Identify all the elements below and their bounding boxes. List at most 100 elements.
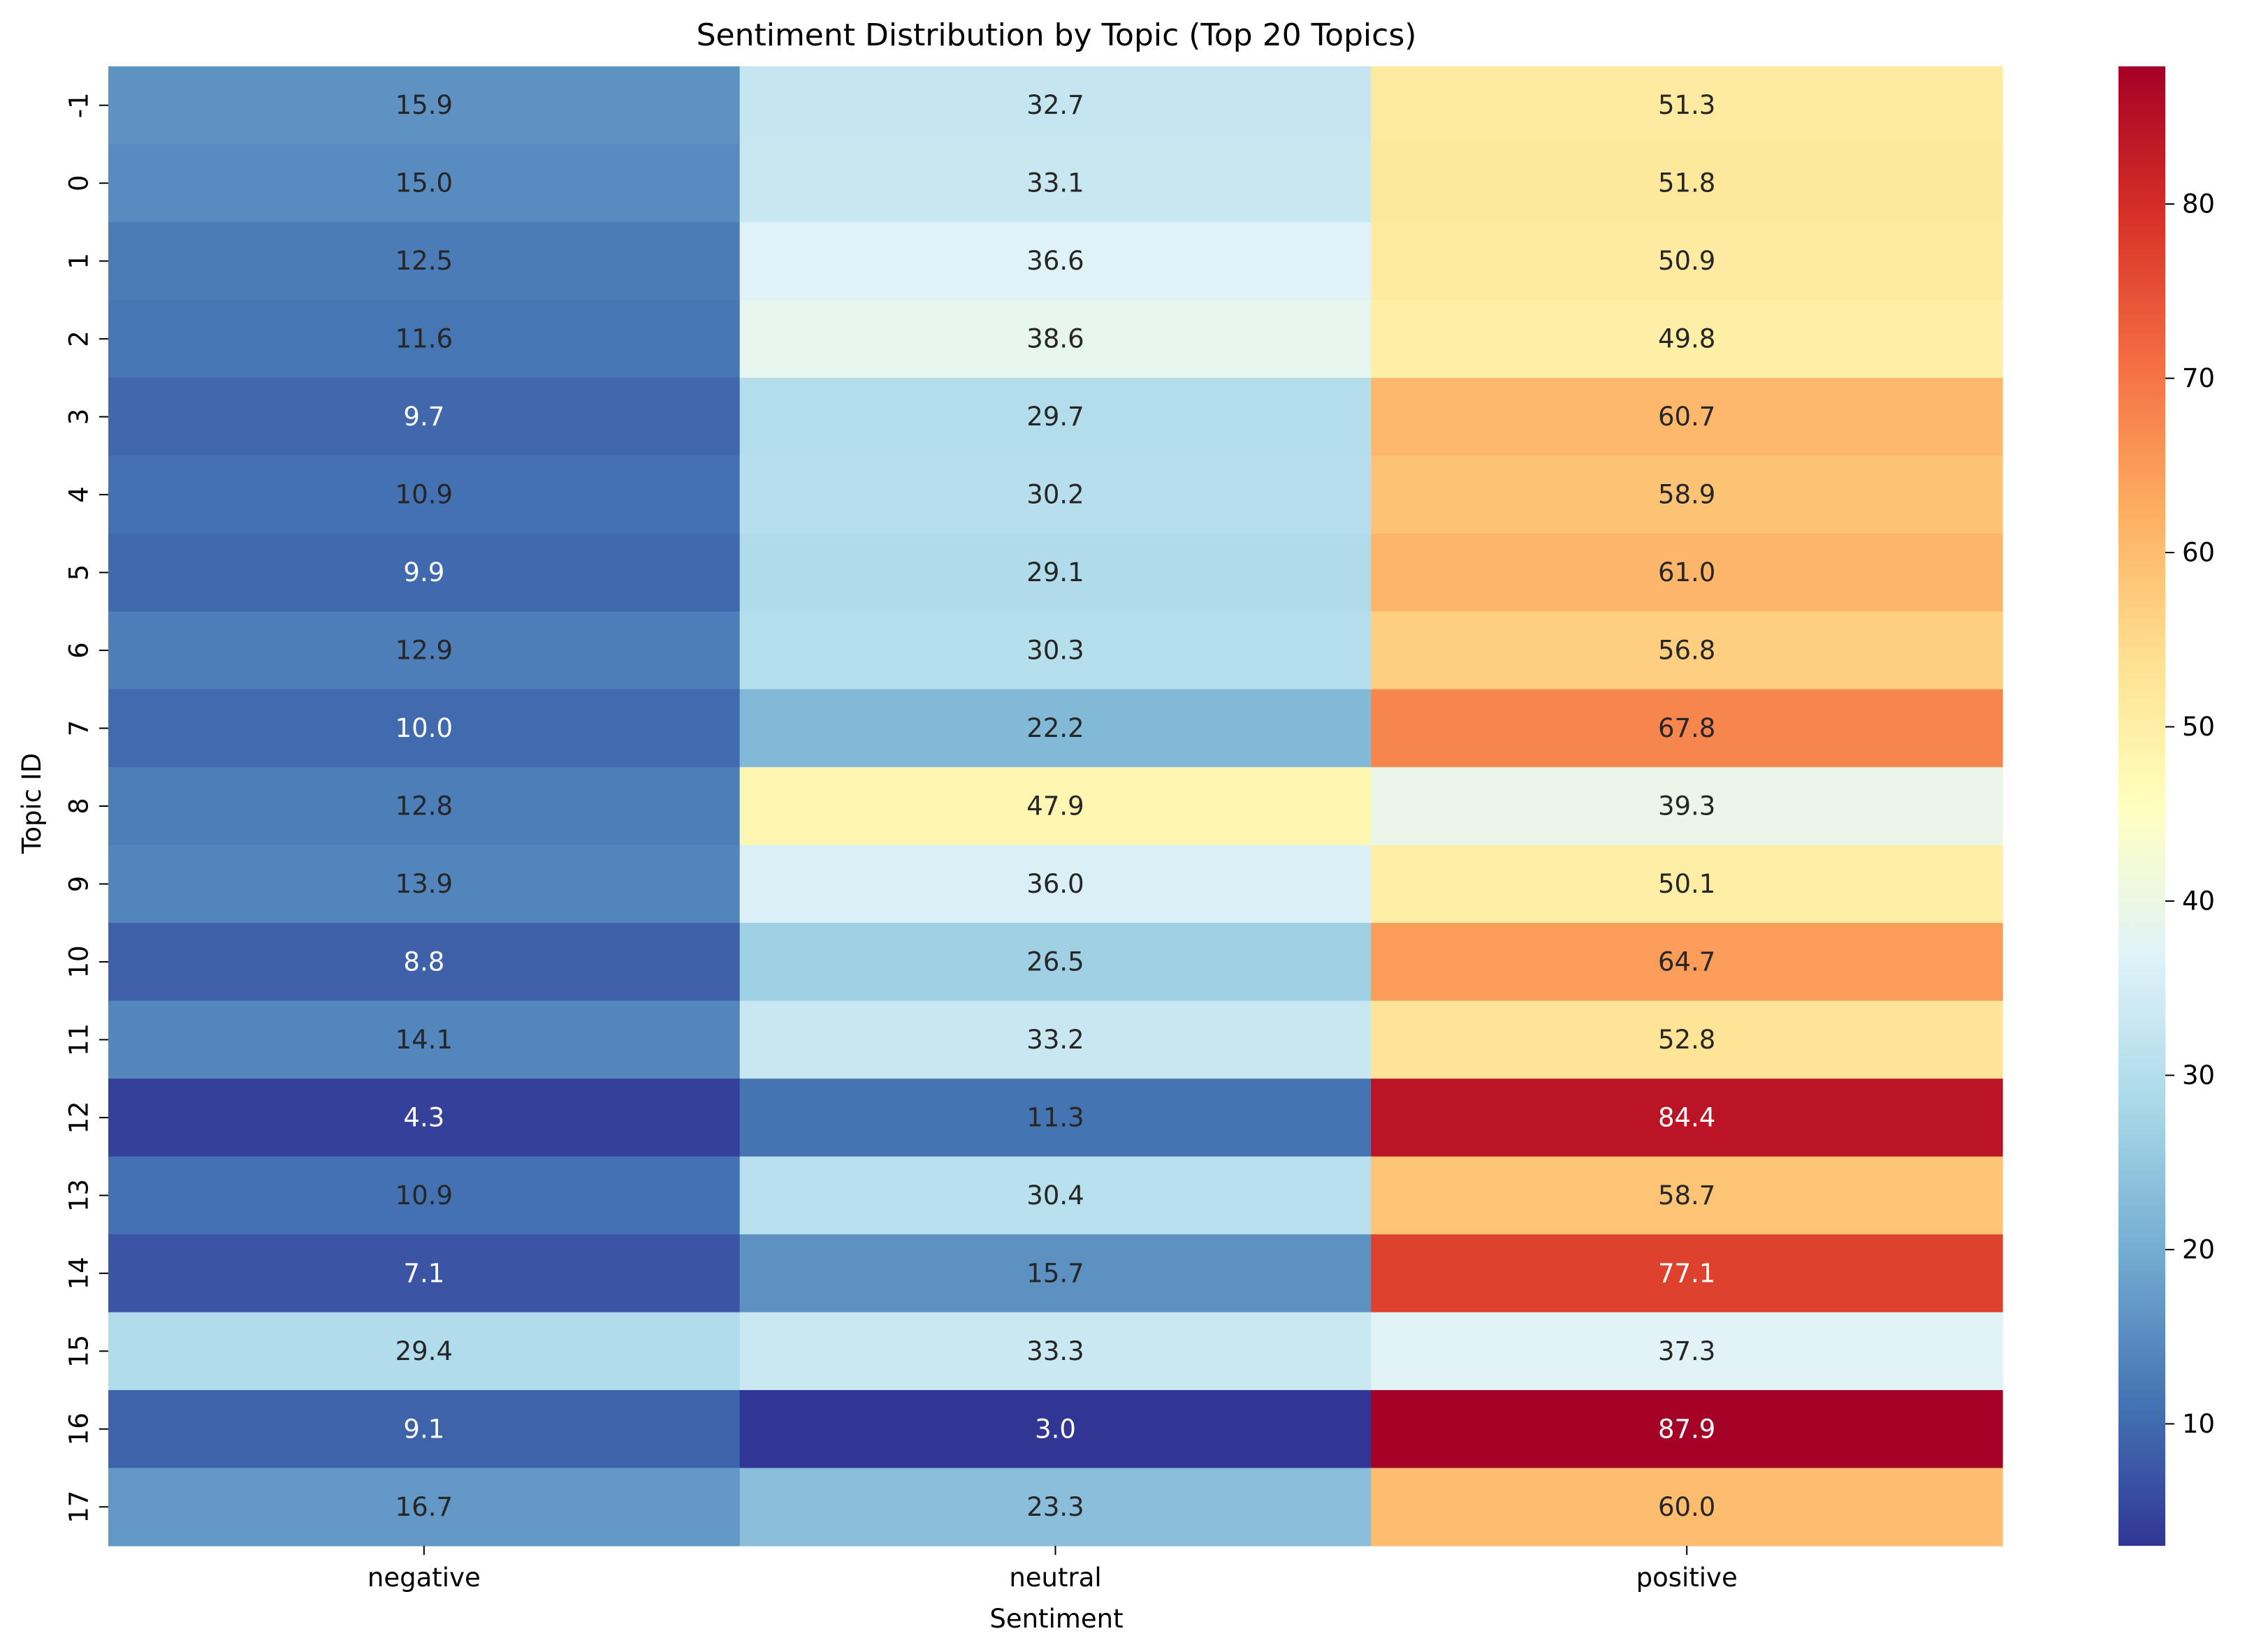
y-tick-label: 4 [64, 486, 94, 503]
y-tick-label: 14 [64, 1257, 94, 1289]
cell-value-label: 50.1 [1658, 869, 1715, 899]
cell-value-label: 33.3 [1026, 1336, 1084, 1366]
heatmap-cell [108, 923, 741, 1002]
y-tick-label: 15 [64, 1335, 94, 1368]
x-axis-label: Sentiment [989, 1604, 1123, 1634]
cell-value-label: 29.7 [1026, 402, 1084, 432]
colorbar-tick-label: 80 [2182, 189, 2215, 219]
heatmap-cell [108, 611, 741, 690]
cell-value-label: 61.0 [1658, 557, 1715, 587]
cell-value-label: 51.8 [1658, 168, 1715, 198]
y-tick-label: -1 [64, 92, 94, 118]
cell-value-label: 33.1 [1026, 168, 1084, 198]
heatmap-cell [1371, 300, 2003, 379]
heatmap-cell [739, 1156, 1372, 1235]
y-tick-label: 3 [64, 409, 94, 425]
colorbar-gradient [2118, 66, 2165, 1546]
y-tick-label: 16 [64, 1412, 94, 1445]
cell-value-label: 50.9 [1658, 246, 1715, 276]
x-tick-label: negative [368, 1563, 481, 1593]
y-tick-label: 13 [64, 1179, 94, 1212]
cell-value-label: 64.7 [1658, 946, 1715, 977]
cell-value-label: 12.9 [395, 636, 453, 666]
x-tick-label: neutral [1009, 1563, 1101, 1593]
heatmap-cell [108, 300, 741, 379]
y-tick-label: 0 [64, 175, 94, 191]
heatmap-cell [108, 66, 741, 145]
x-axis-ticks: negative neutral positive [368, 1546, 1738, 1593]
colorbar-tick-label: 50 [2182, 712, 2215, 742]
heatmap-cell [1371, 66, 2003, 145]
heatmap-cell [1371, 845, 2003, 923]
heatmap-cell [1371, 144, 2003, 223]
heatmap-cell [1371, 1234, 2003, 1313]
cell-value-label: 84.4 [1658, 1102, 1715, 1132]
cell-value-label: 33.2 [1026, 1025, 1084, 1055]
y-tick-label: 7 [64, 720, 94, 737]
colorbar-tick-label: 60 [2182, 538, 2215, 568]
colorbar-tick-label: 30 [2182, 1060, 2215, 1090]
y-tick-label: 1 [64, 253, 94, 270]
cell-value-label: 49.8 [1658, 324, 1715, 354]
cell-value-label: 47.9 [1026, 791, 1084, 821]
heatmap-cell [739, 1234, 1372, 1313]
heatmap-cell [1371, 455, 2003, 534]
heatmap-cell [739, 300, 1372, 379]
cell-value-label: 30.4 [1026, 1180, 1084, 1211]
cell-value-label: 32.7 [1026, 90, 1084, 120]
heatmap-cell [739, 221, 1372, 301]
cell-value-label: 38.6 [1026, 324, 1084, 354]
heatmap-cell [1371, 1312, 2003, 1391]
heatmap-cell [1371, 1000, 2003, 1079]
heatmap-cell [108, 1390, 741, 1469]
heatmap-cell [108, 1156, 741, 1235]
cell-value-label: 29.1 [1026, 557, 1084, 587]
cell-value-label: 23.3 [1026, 1492, 1084, 1522]
heatmap-cell [739, 1079, 1372, 1157]
y-tick-label: 8 [64, 798, 94, 814]
cell-value-label: 77.1 [1658, 1258, 1715, 1288]
heatmap-cell [1371, 767, 2003, 846]
x-tick-label: positive [1636, 1563, 1738, 1593]
heatmap-cell [108, 1000, 741, 1079]
cell-value-label: 30.2 [1026, 480, 1084, 510]
heatmap-cell [1371, 533, 2003, 612]
colorbar-ticks: 10 20 30 40 50 60 70 80 [2165, 189, 2215, 1439]
cell-value-label: 15.9 [395, 90, 453, 120]
heatmap-cell [108, 1079, 741, 1157]
colorbar-tick-label: 20 [2182, 1234, 2215, 1264]
y-tick-label: 5 [64, 564, 94, 581]
y-tick-label: 17 [64, 1491, 94, 1523]
y-tick-label: 10 [64, 945, 94, 978]
cell-value-label: 3.0 [1035, 1414, 1076, 1444]
heatmap-cell [108, 767, 741, 846]
heatmap-cell [739, 1312, 1372, 1391]
cell-value-label: 15.0 [395, 168, 453, 198]
chart-title: Sentiment Distribution by Topic (Top 20 … [697, 17, 1417, 53]
cell-value-label: 7.1 [403, 1258, 444, 1288]
cell-value-label: 9.7 [403, 402, 444, 432]
heatmap-cell [739, 923, 1372, 1002]
cell-value-label: 4.3 [403, 1102, 444, 1132]
heatmap-cell [108, 845, 741, 923]
cell-value-label: 11.6 [395, 324, 453, 354]
cell-value-label: 22.2 [1026, 713, 1084, 743]
y-tick-label: 11 [64, 1023, 94, 1056]
heatmap-cell [108, 144, 741, 223]
cell-value-label: 26.5 [1026, 946, 1084, 977]
cell-value-label: 58.7 [1658, 1180, 1715, 1211]
heatmap-cell [739, 144, 1372, 223]
cell-value-label: 15.7 [1026, 1258, 1084, 1288]
cell-value-label: 9.1 [403, 1414, 444, 1444]
cell-value-label: 29.4 [395, 1336, 453, 1366]
y-axis-label: Topic ID [17, 753, 47, 854]
cell-value-label: 14.1 [395, 1025, 453, 1055]
cell-value-label: 67.8 [1658, 713, 1715, 743]
heatmap-cell [739, 767, 1372, 846]
heatmap-cell [108, 221, 741, 301]
heatmap-cell [108, 377, 741, 456]
y-tick-label: 12 [64, 1101, 94, 1134]
heatmap-cell [108, 1468, 741, 1547]
heatmap-cell [108, 1234, 741, 1313]
